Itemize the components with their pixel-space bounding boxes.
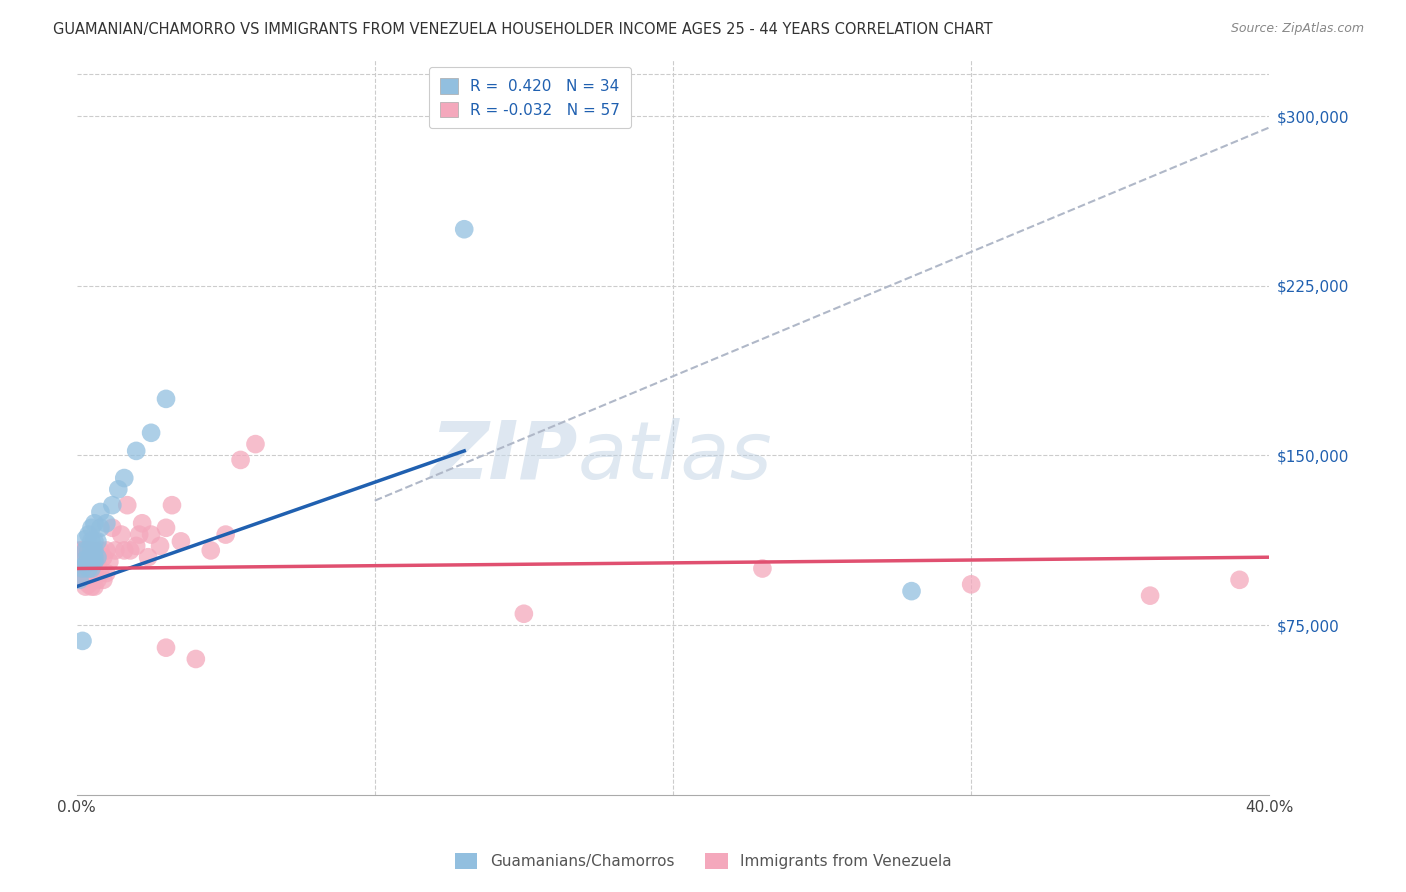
Point	[75, 543, 97, 558]
Point	[86, 573, 108, 587]
Point	[83, 561, 105, 575]
Point	[136, 550, 159, 565]
Point	[453, 222, 475, 236]
Point	[89, 521, 111, 535]
Point	[184, 652, 207, 666]
Point	[72, 573, 94, 587]
Point	[89, 543, 111, 558]
Point	[139, 527, 162, 541]
Point	[80, 521, 103, 535]
Point	[83, 543, 105, 558]
Point	[110, 527, 132, 541]
Point	[131, 516, 153, 531]
Point	[86, 534, 108, 549]
Point	[98, 555, 121, 569]
Point	[80, 566, 103, 580]
Point	[80, 555, 103, 569]
Point	[139, 425, 162, 440]
Point	[200, 543, 222, 558]
Point	[89, 505, 111, 519]
Point	[69, 573, 91, 587]
Point	[101, 521, 124, 535]
Point	[96, 543, 118, 558]
Point	[83, 555, 105, 569]
Point	[117, 498, 139, 512]
Point	[155, 392, 177, 406]
Point	[80, 552, 103, 566]
Point	[83, 550, 105, 565]
Point	[83, 550, 105, 565]
Point	[80, 580, 103, 594]
Point	[128, 527, 150, 541]
Text: Source: ZipAtlas.com: Source: ZipAtlas.com	[1230, 22, 1364, 36]
Point	[77, 557, 100, 571]
Point	[155, 521, 177, 535]
Point	[69, 561, 91, 575]
Point	[72, 633, 94, 648]
Point	[170, 534, 193, 549]
Point	[96, 516, 118, 531]
Point	[120, 543, 142, 558]
Point	[900, 584, 922, 599]
Point	[75, 532, 97, 546]
Point	[155, 640, 177, 655]
Point	[75, 552, 97, 566]
Point	[89, 566, 111, 580]
Point	[72, 561, 94, 575]
Point	[83, 534, 105, 549]
Text: ZIP: ZIP	[430, 417, 578, 496]
Point	[513, 607, 536, 621]
Point	[80, 534, 103, 549]
Point	[77, 527, 100, 541]
Point	[86, 550, 108, 565]
Point	[80, 573, 103, 587]
Point	[1229, 573, 1251, 587]
Point	[125, 539, 148, 553]
Point	[83, 516, 105, 531]
Point	[1139, 589, 1161, 603]
Point	[77, 577, 100, 591]
Point	[75, 580, 97, 594]
Point	[229, 453, 252, 467]
Point	[93, 550, 115, 565]
Text: GUAMANIAN/CHAMORRO VS IMMIGRANTS FROM VENEZUELA HOUSEHOLDER INCOME AGES 25 - 44 : GUAMANIAN/CHAMORRO VS IMMIGRANTS FROM VE…	[53, 22, 993, 37]
Point	[75, 573, 97, 587]
Point	[77, 561, 100, 575]
Point	[83, 580, 105, 594]
Point	[75, 561, 97, 575]
Point	[101, 498, 124, 512]
Point	[75, 543, 97, 558]
Point	[77, 543, 100, 558]
Point	[80, 543, 103, 558]
Point	[77, 543, 100, 558]
Point	[160, 498, 183, 512]
Point	[96, 566, 118, 580]
Point	[75, 557, 97, 571]
Point	[77, 552, 100, 566]
Point	[149, 539, 172, 553]
Point	[104, 543, 127, 558]
Point	[751, 561, 773, 575]
Point	[112, 471, 135, 485]
Point	[80, 543, 103, 558]
Point	[125, 443, 148, 458]
Point	[107, 483, 129, 497]
Legend: R =  0.420   N = 34, R = -0.032   N = 57: R = 0.420 N = 34, R = -0.032 N = 57	[429, 67, 631, 128]
Point	[112, 543, 135, 558]
Legend: Guamanians/Chamorros, Immigrants from Venezuela: Guamanians/Chamorros, Immigrants from Ve…	[449, 847, 957, 875]
Point	[93, 573, 115, 587]
Point	[80, 561, 103, 575]
Point	[72, 543, 94, 558]
Point	[960, 577, 983, 591]
Point	[245, 437, 267, 451]
Point	[86, 557, 108, 571]
Point	[69, 543, 91, 558]
Point	[72, 561, 94, 575]
Point	[83, 570, 105, 584]
Point	[77, 568, 100, 582]
Point	[214, 527, 236, 541]
Text: atlas: atlas	[578, 417, 772, 496]
